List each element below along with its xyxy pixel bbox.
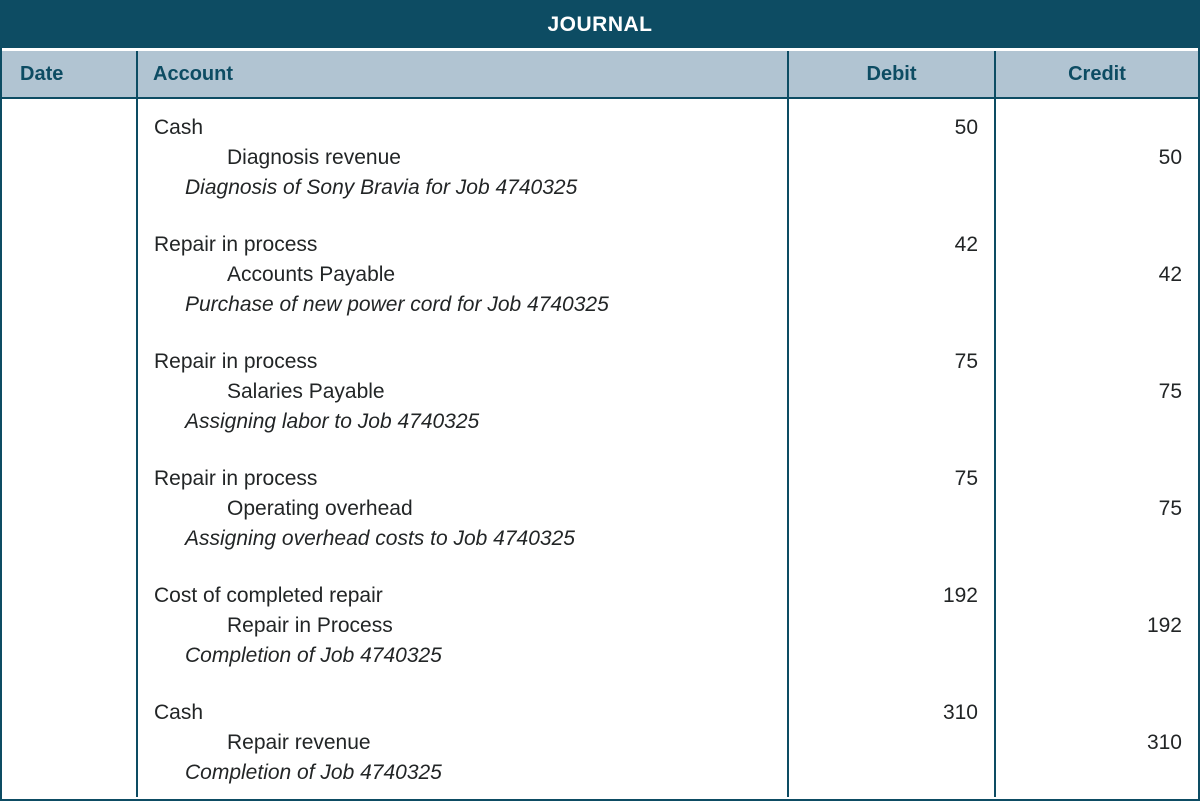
journal-body: Cash Diagnosis revenue Diagnosis of Sony… [2,99,1198,797]
credit-amount: 192 [1146,614,1182,637]
credit-amount: 50 [1158,146,1182,169]
debit-amount: 75 [954,350,978,373]
date-column [2,99,138,797]
credit-account-name: Accounts Payable [227,263,396,286]
credit-account-name: Repair in Process [227,614,393,637]
debit-account-name: Cash [154,116,204,139]
debit-account-name: Repair in process [154,350,318,373]
column-header-row: Date Account Debit Credit [2,51,1198,99]
debit-amount: 310 [942,701,978,724]
credit-account-name: Salaries Payable [227,380,385,403]
credit-account-name: Operating overhead [227,497,413,520]
credit-amount: 75 [1158,380,1182,403]
credit-amount: 75 [1158,497,1182,520]
column-header-account: Account [138,51,789,97]
credit-account-name: Repair revenue [227,731,371,754]
debit-amount: 192 [942,584,978,607]
debit-account-name: Repair in process [154,233,318,256]
entry-memo: Assigning overhead costs to Job 4740325 [185,527,575,550]
credit-column: 50 42 75 75 192 310 [996,99,1198,797]
entry-memo: Assigning labor to Job 4740325 [185,410,480,433]
credit-amount: 42 [1158,263,1182,286]
entry-memo: Completion of Job 4740325 [185,761,442,784]
credit-account-name: Diagnosis revenue [227,146,401,169]
column-header-date: Date [2,51,138,97]
journal-entry-accounts: Cost of completed repair Repair in Proce… [138,581,787,671]
debit-amount: 42 [954,233,978,256]
debit-amount: 75 [954,467,978,490]
debit-account-name: Repair in process [154,467,318,490]
column-header-credit: Credit [1068,63,1126,85]
journal-title: JOURNAL [2,2,1198,48]
debit-column: 50 42 75 75 192 310 [789,99,996,797]
journal-entry-accounts: Cash Diagnosis revenue Diagnosis of Sony… [138,113,787,203]
journal-entry-accounts: Repair in process Operating overhead Ass… [138,464,787,554]
debit-account-name: Cost of completed repair [154,584,383,607]
column-header-debit: Debit [789,51,996,97]
entry-memo: Diagnosis of Sony Bravia for Job 4740325 [185,176,578,199]
journal-entry-accounts: Repair in process Salaries Payable Assig… [138,347,787,437]
credit-amount: 310 [1146,731,1182,754]
debit-account-name: Cash [154,701,204,724]
entry-memo: Purchase of new power cord for Job 47403… [185,293,609,316]
debit-amount: 50 [954,116,978,139]
entry-memo: Completion of Job 4740325 [185,644,442,667]
journal-entry-accounts: Cash Repair revenue Completion of Job 47… [138,698,787,788]
account-column: Cash Diagnosis revenue Diagnosis of Sony… [138,99,789,797]
journal-entry-accounts: Repair in process Accounts Payable Purch… [138,230,787,320]
